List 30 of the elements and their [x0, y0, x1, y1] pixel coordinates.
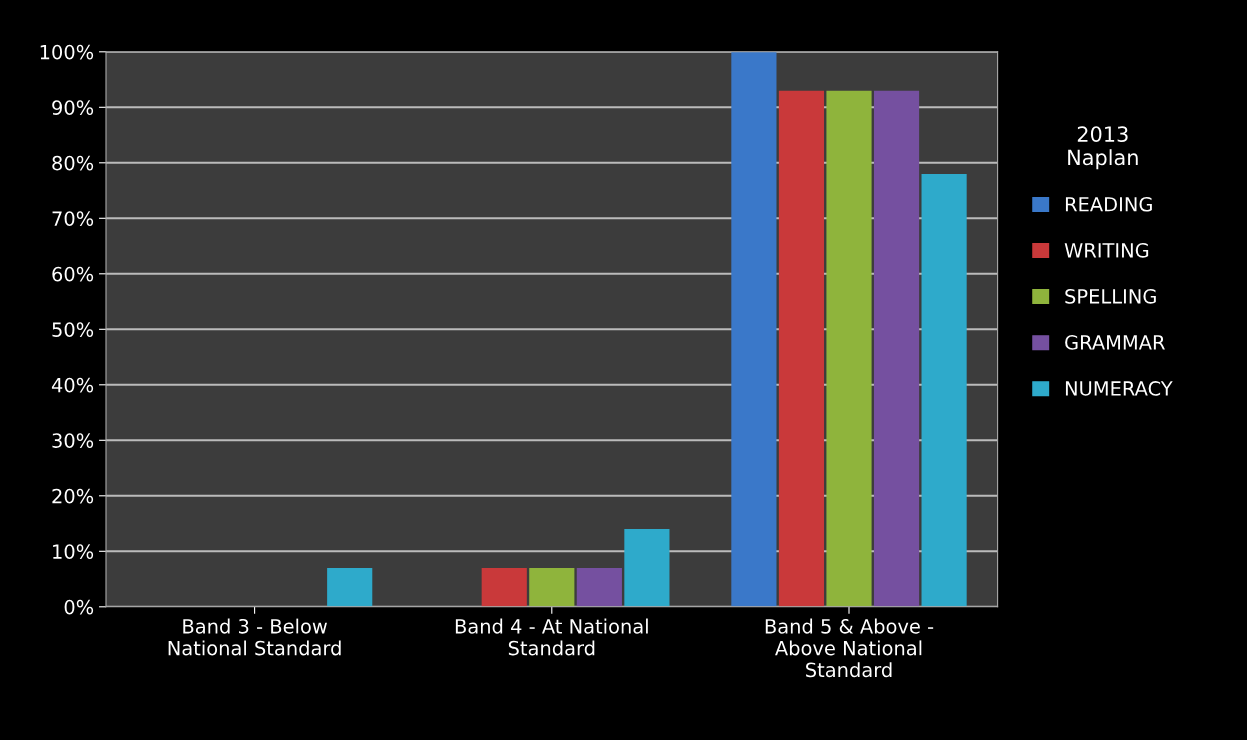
bar [731, 51, 777, 607]
bar [481, 567, 527, 607]
y-tick-label: 60% [52, 266, 94, 282]
bar [921, 173, 967, 607]
bar [826, 90, 872, 607]
y-tick-label: 10% [53, 544, 94, 559]
x-tick-label: Band 3 - Below National Standard [168, 618, 341, 656]
y-tick-label: 0% [64, 599, 94, 615]
y-tick-label: 80% [52, 155, 94, 171]
bar [529, 567, 575, 607]
legend-label: NUMERACY [1065, 381, 1173, 396]
y-tick-label: 40% [51, 377, 94, 393]
y-tick-label: 30% [52, 433, 94, 448]
legend-label: READING [1065, 196, 1152, 212]
x-tick-label: Band 4 - At National Standard [455, 618, 648, 656]
y-tick-label: 70% [52, 211, 94, 226]
y-tick-label: 100% [40, 44, 94, 60]
y-tick-label: 90% [52, 100, 94, 115]
bar [778, 90, 825, 607]
x-tick-label: Band 5 & Above - Above National Standard [765, 618, 934, 678]
bar [576, 567, 622, 607]
y-tick-label: 50% [52, 322, 94, 337]
legend-label: WRITING [1064, 242, 1149, 258]
y-tick-label: 20% [52, 488, 94, 504]
legend-label: SPELLING [1065, 288, 1156, 304]
bar [624, 529, 670, 607]
bar [873, 90, 920, 607]
legend-title: 2013 Naplan [1068, 126, 1138, 170]
legend-label: GRAMMAR [1065, 335, 1165, 350]
bar [327, 567, 373, 607]
